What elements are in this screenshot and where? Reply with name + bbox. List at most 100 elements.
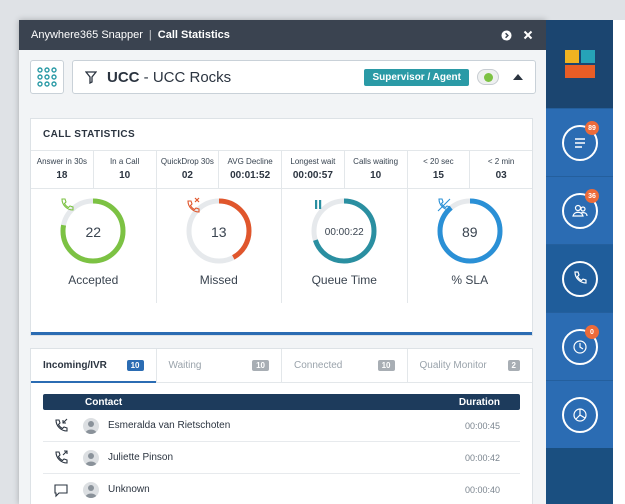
metric-cell: QuickDrop 30s 02 [157, 151, 220, 188]
tab-label: Connected [294, 360, 343, 371]
avatar-icon [83, 449, 99, 466]
metric-cell: Answer in 30s 18 [31, 151, 94, 188]
app-name: Anywhere365 Snapper [31, 29, 143, 41]
list-icon [574, 137, 585, 148]
title-separator: | [148, 29, 152, 41]
gauge-ring: 00:00:22 [310, 197, 378, 265]
metric-value: 15 [432, 170, 444, 181]
incoming-call-icon [55, 418, 68, 432]
sidebar-item-list[interactable]: 89 [546, 108, 613, 176]
close-icon[interactable] [522, 29, 534, 41]
gauge-label: Missed [199, 273, 238, 287]
metric-value: 00:00:57 [292, 170, 333, 181]
gauge-label: Queue Time [311, 273, 377, 287]
list-item[interactable]: Unknown 00:00:40 [43, 474, 520, 504]
queue-selector[interactable]: UCC - UCC Rocks Supervisor / Agent [72, 60, 536, 94]
gauge-queue-time: 00:00:22 Queue Time [282, 189, 408, 303]
contact-list: Esmeralda van Rietschoten 00:00:45 Julie… [31, 410, 532, 504]
list-item[interactable]: Esmeralda van Rietschoten 00:00:45 [43, 410, 520, 442]
section-title: Call Statistics [157, 29, 230, 41]
gauge-ring: 22 [59, 197, 127, 265]
tab-quality-monitor[interactable]: Quality Monitor 2 [408, 349, 533, 382]
gauge-value: 00:00:22 [324, 226, 364, 238]
metric-label: Calls waiting [353, 157, 399, 166]
metric-cell: < 20 sec 15 [408, 151, 471, 188]
gauge-value: 22 [85, 224, 102, 240]
sidebar-item-chart[interactable] [546, 380, 613, 448]
metric-label: Answer in 30s [36, 157, 87, 166]
sidebar-item-group[interactable]: 36 [546, 176, 613, 244]
list-tabs: Incoming/IVR 10 Waiting 10 Connected 10 Qua… [31, 349, 532, 383]
group-icon [571, 204, 588, 217]
stats-heading: CALL STATISTICS [31, 119, 532, 151]
metric-cell: Longest wait 00:00:57 [282, 151, 345, 188]
contact-name: Unknown [108, 484, 150, 495]
gauge-progress-arc [437, 198, 503, 264]
gauge-ring: 89 [436, 197, 504, 265]
tab-label: Incoming/IVR [43, 360, 107, 371]
contact-duration: 00:00:45 [464, 420, 500, 431]
contact-duration: 00:00:42 [464, 452, 500, 463]
sidebar-item-phone[interactable] [546, 244, 613, 312]
metric-label: QuickDrop 30s [160, 157, 214, 166]
column-contact: Contact [85, 396, 123, 408]
gauge-label: % SLA [451, 273, 489, 287]
metric-label: In a Call [109, 157, 140, 166]
stats-accent-bar [31, 332, 532, 335]
notification-badge: 89 [585, 121, 599, 135]
title-bar: Anywhere365 Snapper | Call Statistics [19, 20, 546, 50]
metric-value: 03 [495, 170, 507, 181]
apps-grid-button[interactable] [30, 60, 64, 94]
queue-name-rest: - UCC Rocks [139, 68, 232, 86]
collapse-caret-icon[interactable] [513, 74, 523, 80]
adjacent-window-edge [613, 20, 625, 504]
apps-grid-icon [37, 67, 57, 87]
metrics-row: Answer in 30s 18 In a Call 10 QuickDrop 30… [31, 151, 532, 189]
metric-value: 18 [56, 170, 68, 181]
history-icon [572, 339, 587, 354]
pause-icon [315, 200, 322, 209]
tab-count-badge: 10 [252, 360, 269, 371]
gauges-row: 22 Accepted 13 Missed 00:00:22 Queue Tim [31, 189, 532, 303]
metric-label: < 2 min [487, 157, 515, 166]
queue-header: UCC - UCC Rocks Supervisor / Agent [30, 60, 536, 98]
metric-label: Longest wait [290, 157, 336, 166]
metric-value: 10 [370, 170, 382, 181]
gauge-progress-arc [60, 198, 126, 264]
tab-waiting[interactable]: Waiting 10 [157, 349, 282, 382]
gauge-sla: 89 % SLA [408, 189, 533, 303]
tab-count-badge: 10 [126, 360, 144, 371]
availability-toggle[interactable] [477, 69, 499, 85]
metric-cell: Calls waiting 10 [345, 151, 408, 188]
gauge-accepted: 22 Accepted [31, 189, 157, 303]
filter-icon [85, 70, 97, 84]
snapper-panel: Anywhere365 Snapper | Call Statistics [19, 20, 546, 504]
metric-value: 00:01:52 [230, 170, 271, 181]
notification-badge: 36 [585, 189, 599, 203]
outgoing-call-icon [55, 449, 68, 464]
gauge-value: 89 [461, 224, 478, 240]
gauge-missed: 13 Missed [157, 189, 282, 303]
gauge-progress-arc [186, 198, 252, 264]
metric-value: 02 [181, 170, 193, 181]
sidebar-item-history[interactable]: 0 [546, 312, 613, 380]
metric-cell: AVG Decline 00:01:52 [219, 151, 282, 188]
queue-lists: Incoming/IVR 10 Waiting 10 Connected 10 Qua… [30, 348, 533, 504]
queue-title: UCC - UCC Rocks [107, 69, 231, 86]
contact-duration: 00:00:40 [464, 484, 500, 495]
missed-call-icon [187, 197, 200, 213]
tab-count-badge: 2 [507, 360, 520, 371]
list-header: Contact Duration [43, 394, 520, 410]
chart-icon [572, 407, 587, 422]
avatar-icon [83, 481, 99, 498]
forward-icon[interactable] [500, 29, 512, 41]
tab-connected[interactable]: Connected 10 [282, 349, 408, 382]
metric-value: 10 [119, 170, 131, 181]
list-item[interactable]: Juliette Pinson 00:00:42 [43, 442, 520, 474]
avatar-icon [83, 417, 99, 434]
tab-label: Quality Monitor [419, 360, 487, 371]
anywhere365-logo-icon [564, 50, 595, 78]
metric-cell: In a Call 10 [94, 151, 157, 188]
notification-badge: 0 [585, 325, 599, 339]
tab-incoming-ivr[interactable]: Incoming/IVR 10 [31, 349, 157, 383]
